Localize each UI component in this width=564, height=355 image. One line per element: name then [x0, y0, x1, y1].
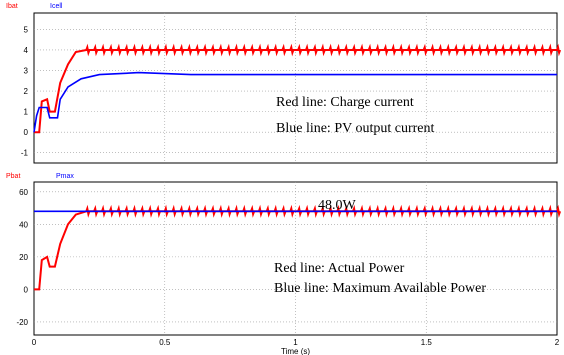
y-tick-label: -20	[16, 318, 28, 327]
x-tick-label: 1.5	[421, 338, 433, 347]
y-tick-label: 40	[19, 220, 28, 229]
y-tick-label: 2	[24, 87, 29, 96]
annotation: Red line: Charge current	[276, 95, 414, 110]
annotation: Red line: Actual Power	[274, 261, 405, 276]
x-tick-label: 2	[555, 338, 560, 347]
y-tick-label: -1	[21, 149, 29, 158]
y-tick-label: 0	[24, 285, 29, 294]
y-tick-label: 20	[19, 253, 28, 262]
y-tick-label: 60	[19, 188, 28, 197]
y-tick-label: 5	[24, 25, 29, 34]
legend-ibat: Ibat	[6, 3, 18, 10]
y-tick-label: 3	[24, 67, 29, 76]
annotation: 48.0W	[318, 198, 357, 213]
series-line-ibat	[34, 43, 562, 134]
legend-pmax: Pmax	[56, 173, 74, 180]
y-tick-label: 0	[24, 128, 29, 137]
legend-icell: Icell	[50, 3, 63, 10]
y-tick-label: 1	[24, 108, 29, 117]
annotation: Blue line: Maximum Available Power	[274, 281, 486, 296]
series-line-pbat	[34, 204, 562, 291]
series-line-icell	[33, 71, 557, 133]
x-tick-label: 0.5	[159, 338, 171, 347]
legend-pbat: Pbat	[6, 173, 20, 180]
x-axis-label: Time (s)	[281, 347, 310, 355]
y-tick-label: 4	[24, 46, 29, 55]
plot-frame	[33, 181, 558, 336]
x-tick-label: 0	[32, 338, 37, 347]
annotation: Blue line: PV output current	[276, 121, 434, 136]
x-tick-label: 1	[293, 338, 298, 347]
